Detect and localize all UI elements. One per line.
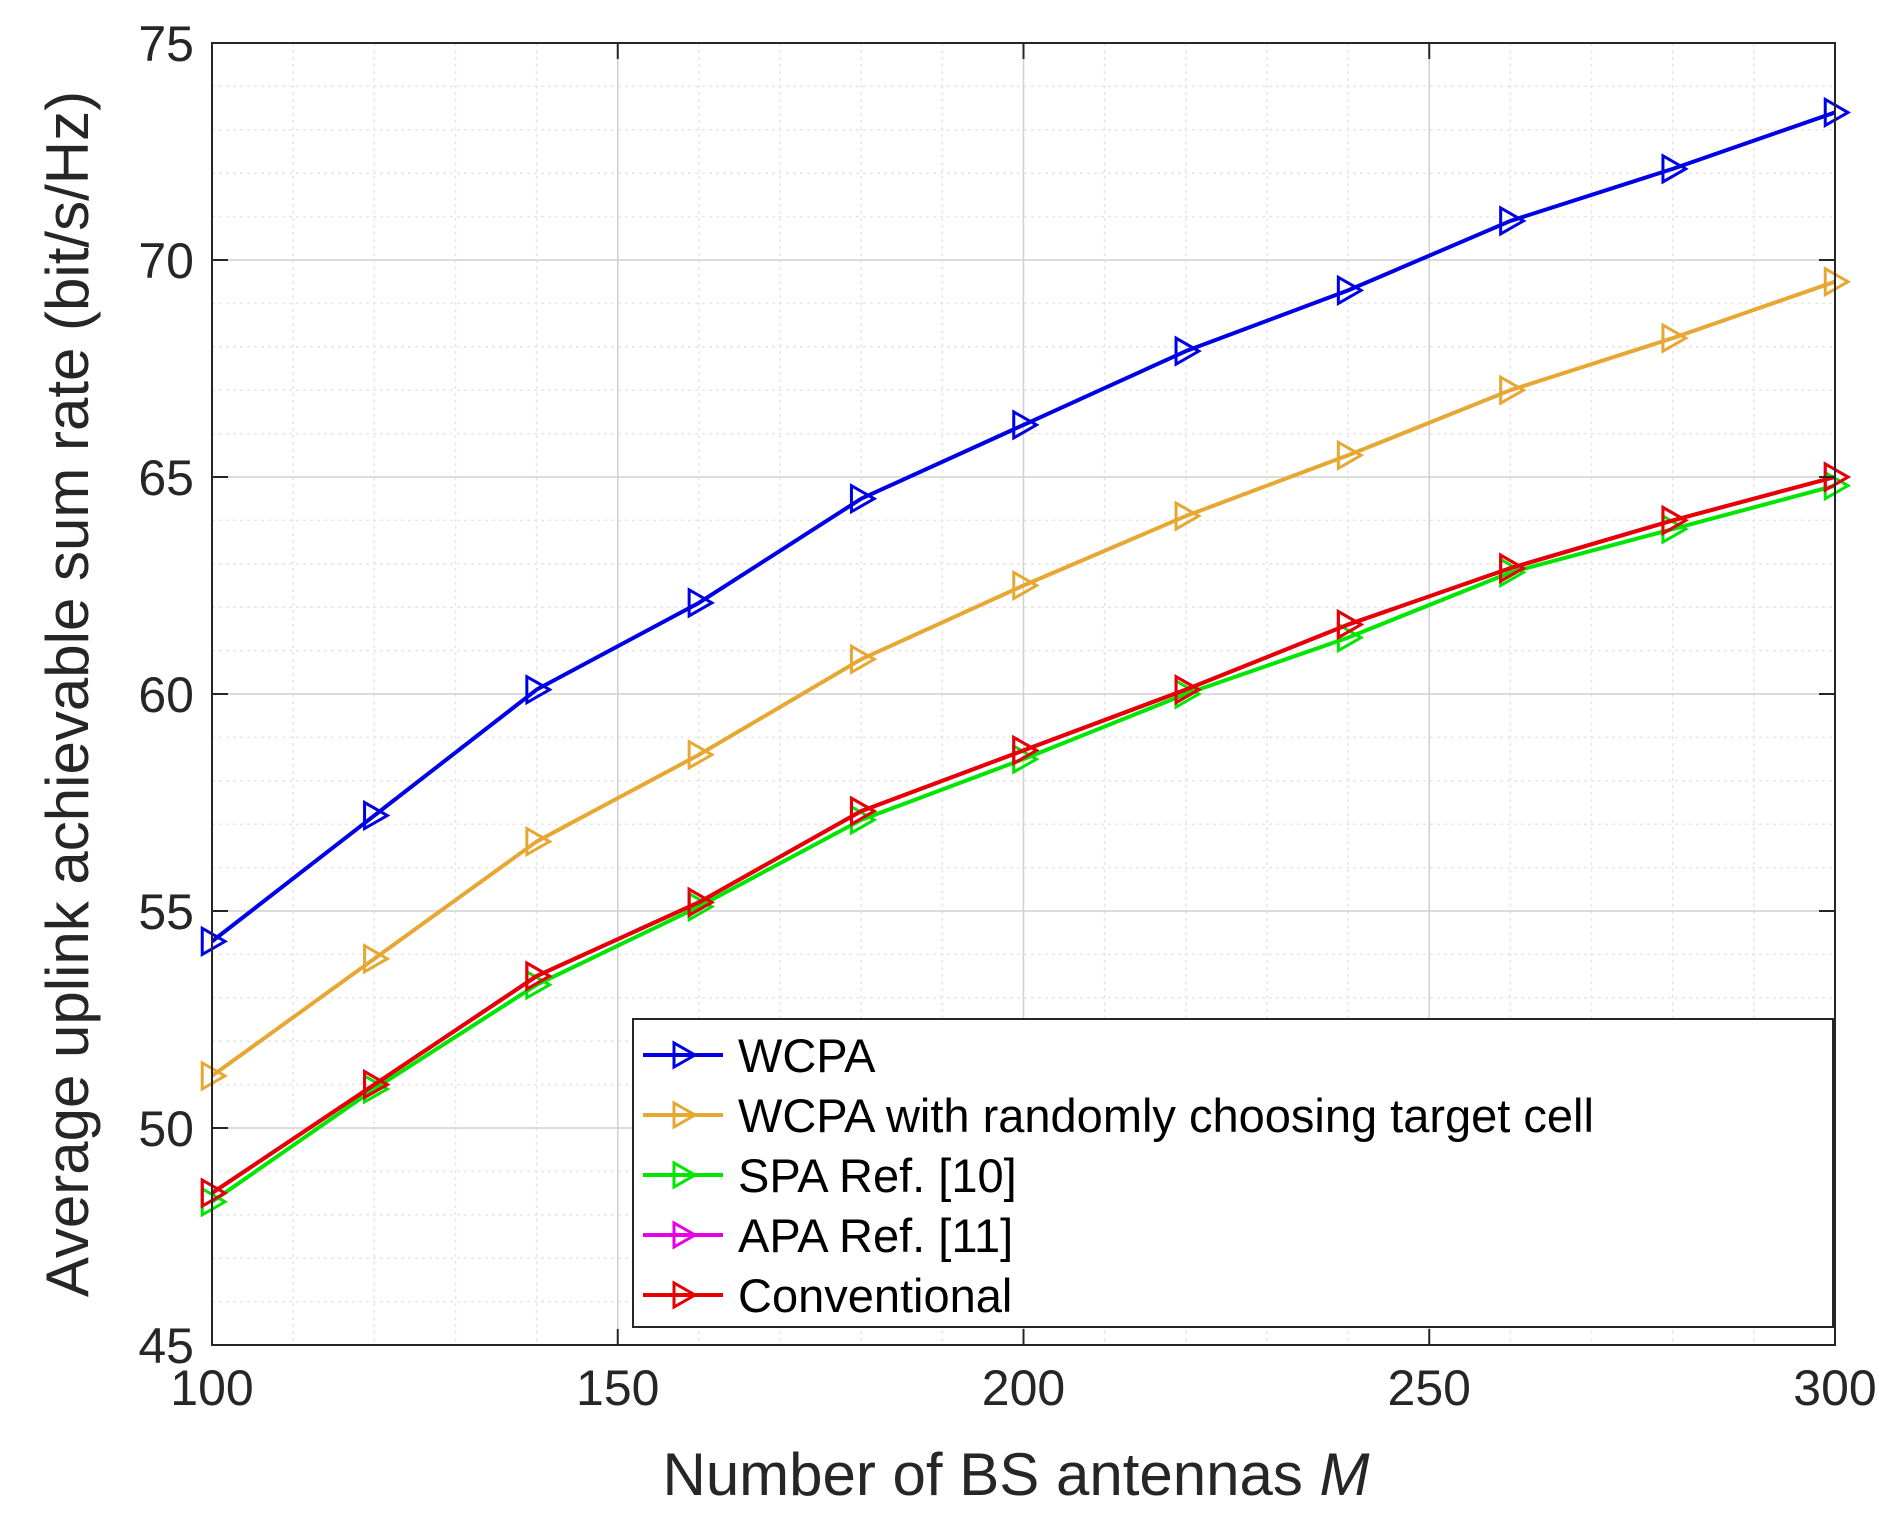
series-layer xyxy=(200,96,1852,1218)
data-point xyxy=(200,1177,229,1209)
data-point xyxy=(1336,439,1365,471)
legend-label: APA Ref. [11] xyxy=(738,1209,1013,1262)
x-axis-title: Number of BS antennas M xyxy=(662,1441,1369,1508)
data-point xyxy=(687,886,715,918)
x-tick-label: 150 xyxy=(576,1360,659,1416)
legend-label: Conventional xyxy=(738,1269,1012,1322)
data-point xyxy=(525,825,553,858)
data-point xyxy=(1823,266,1852,298)
x-tick-label: 250 xyxy=(1388,1360,1471,1416)
data-point xyxy=(1661,153,1689,185)
legend-label: WCPA with randomly choosing target cell xyxy=(738,1089,1594,1142)
legend: WCPA WCPA with randomly choosing target c… xyxy=(632,1018,1834,1328)
data-point xyxy=(1499,552,1527,584)
data-point xyxy=(849,795,878,827)
series-line xyxy=(210,279,1836,1078)
data-point xyxy=(1499,374,1527,406)
data-point xyxy=(1336,608,1365,641)
legend-item: WCPA with randomly choosing target cell xyxy=(643,1089,1594,1142)
y-axis-title: Average uplink achievable sum rate (bit/… xyxy=(34,91,101,1297)
legend-item: Conventional xyxy=(643,1269,1012,1322)
data-point xyxy=(1661,504,1689,536)
data-point xyxy=(687,739,715,771)
data-point xyxy=(1661,322,1689,354)
data-point xyxy=(1174,500,1202,532)
data-point xyxy=(1823,96,1852,129)
legend-marker xyxy=(672,1280,699,1310)
series-wcpa-with-randomly-choosing-target-cell xyxy=(200,266,1852,1092)
y-tick-label: 75 xyxy=(138,16,194,72)
legend-item: APA Ref. [11] xyxy=(643,1209,1013,1262)
series-conventional xyxy=(200,461,1852,1209)
legend-marker xyxy=(672,1160,699,1190)
legend-item: WCPA xyxy=(643,1029,876,1082)
y-tick-label: 50 xyxy=(138,1101,194,1157)
legend-label: WCPA xyxy=(738,1029,876,1082)
x-tick-label: 200 xyxy=(982,1360,1065,1416)
data-point xyxy=(200,925,229,957)
legend-item: SPA Ref. [10] xyxy=(643,1149,1017,1202)
data-point xyxy=(1174,335,1202,367)
data-point xyxy=(1174,674,1202,706)
legend-marker xyxy=(672,1220,699,1250)
data-point xyxy=(363,1069,391,1101)
series-line xyxy=(210,110,1836,943)
data-point xyxy=(1499,205,1527,237)
data-point xyxy=(363,799,391,832)
data-point xyxy=(525,960,553,992)
data-point xyxy=(1012,409,1040,441)
series-wcpa xyxy=(200,96,1852,957)
legend-box xyxy=(632,1018,1834,1328)
series-line xyxy=(210,475,1836,1195)
data-point xyxy=(363,943,391,975)
legend-marker xyxy=(672,1040,699,1070)
y-tick-label: 45 xyxy=(138,1318,194,1374)
data-point xyxy=(525,674,553,706)
data-point xyxy=(1336,274,1365,306)
data-point xyxy=(1012,569,1040,602)
x-tick-label: 100 xyxy=(170,1360,253,1416)
data-point xyxy=(849,483,878,515)
legend-label: SPA Ref. [10] xyxy=(738,1149,1017,1202)
data-point xyxy=(1012,734,1040,767)
legend-marker xyxy=(672,1100,699,1130)
y-tick-label: 65 xyxy=(138,450,194,506)
data-point xyxy=(687,587,715,619)
y-tick-label: 70 xyxy=(138,233,194,289)
y-axis: 45 50 55 60 65 70 75 xyxy=(138,16,1835,1374)
data-point xyxy=(849,643,878,675)
y-tick-label: 60 xyxy=(138,667,194,723)
x-tick-label: 300 xyxy=(1793,1360,1876,1416)
x-axis: 100 150 200 250 300 xyxy=(170,43,1877,1416)
y-tick-label: 55 xyxy=(138,884,194,940)
data-point xyxy=(200,1060,229,1092)
